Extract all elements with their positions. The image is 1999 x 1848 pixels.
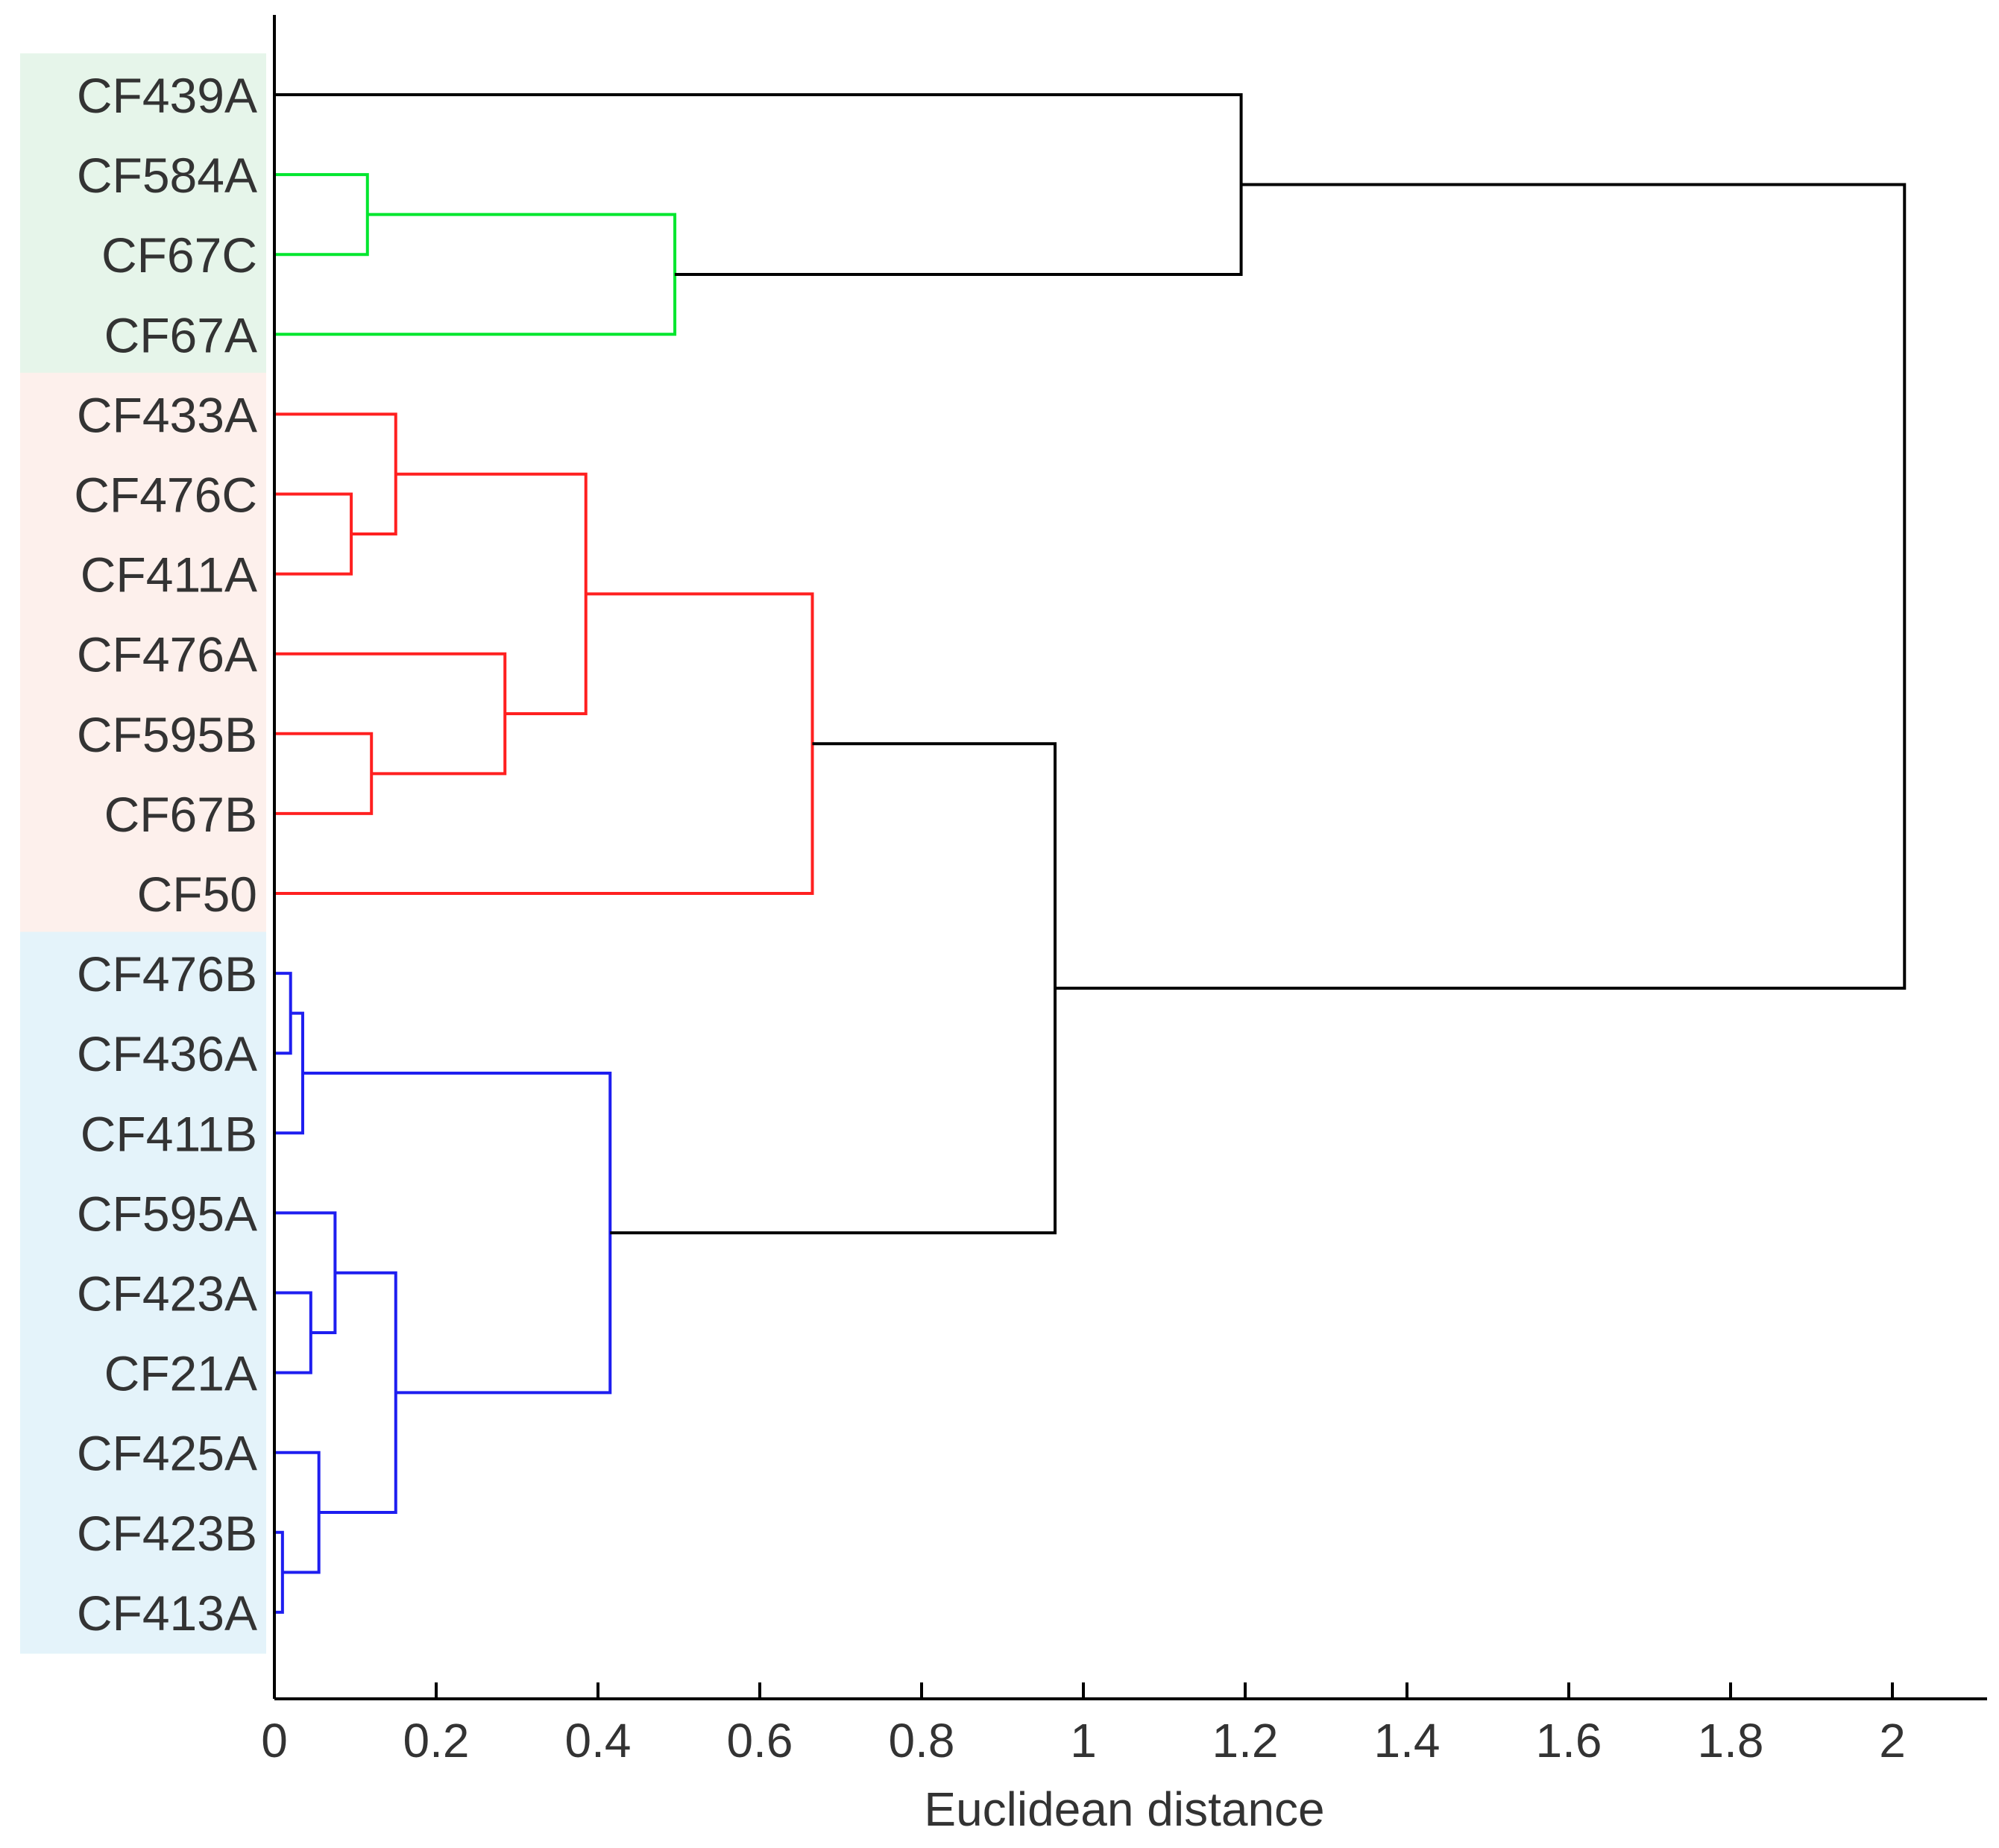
leaf-label: CF584A <box>77 148 257 203</box>
leaf-label: CF411B <box>81 1106 257 1161</box>
leaf-label: CF439A <box>77 68 257 123</box>
dendrogram-link <box>610 742 1057 1235</box>
dendrogram-link <box>1055 183 1907 990</box>
leaf-label: CF423B <box>77 1506 257 1561</box>
leaf-label: CF413A <box>77 1585 257 1641</box>
leaf-label: CF67C <box>101 227 257 283</box>
leaf-label: CF21A <box>104 1346 257 1401</box>
dendrogram-link <box>274 1211 337 1335</box>
dendrogram-link <box>274 652 507 776</box>
x-tick-label: 1.6 <box>1536 1714 1602 1767</box>
dendrogram-link <box>274 93 1243 276</box>
x-axis-title: Euclidean distance <box>924 1782 1324 1836</box>
x-tick-label: 1.2 <box>1212 1714 1279 1767</box>
dendrogram-link <box>274 1011 304 1135</box>
leaf-label: CF476B <box>77 946 257 1002</box>
dendrogram-link <box>274 412 397 536</box>
cluster-shading <box>20 53 266 1654</box>
x-tick-label: 0.4 <box>565 1714 632 1767</box>
dendrogram-link <box>274 592 814 895</box>
dendrogram-link <box>274 1291 312 1374</box>
leaf-label: CF476A <box>77 627 257 682</box>
leaf-label: CF425A <box>77 1426 257 1481</box>
dendrogram-link <box>302 1071 612 1395</box>
x-tick-label: 0.8 <box>889 1714 955 1767</box>
x-tick-label: 0.2 <box>403 1714 470 1767</box>
leaf-label: CF433A <box>77 387 257 442</box>
leaf-label: CF476C <box>74 468 257 523</box>
x-axis: 0 0.2 0.4 0.6 0.8 1 1.2 1.4 1.6 1.8 2 <box>261 15 1987 1767</box>
dendrogram-link <box>395 472 588 716</box>
x-tick-label: 0 <box>261 1714 288 1767</box>
leaf-label: CF67B <box>104 787 257 842</box>
x-tick-label: 2 <box>1879 1714 1906 1767</box>
x-tick-label: 1.8 <box>1698 1714 1764 1767</box>
dendrogram-link <box>318 1271 397 1515</box>
leaf-label: CF436A <box>77 1026 257 1081</box>
dendrogram-link <box>274 213 677 336</box>
dendrogram-links <box>274 93 1907 1614</box>
cluster-shade-green <box>20 53 266 376</box>
x-tick-label: 1 <box>1070 1714 1097 1767</box>
leaf-label: CF595A <box>77 1186 257 1241</box>
cluster-shade-red <box>20 372 266 935</box>
leaf-labels: CF439A CF584A CF67C CF67A CF433A CF476C CF411A… <box>74 68 257 1641</box>
leaf-label: CF423A <box>77 1266 257 1321</box>
leaf-label: CF50 <box>137 867 257 922</box>
dendrogram-link <box>274 732 374 815</box>
dendrogram-link <box>274 173 369 257</box>
leaf-label: CF411A <box>81 547 257 603</box>
leaf-label: CF595B <box>77 707 257 762</box>
dendrogram-link <box>274 492 353 576</box>
cluster-shade-blue <box>20 931 266 1654</box>
x-tick-label: 1.4 <box>1374 1714 1441 1767</box>
dendrogram-link <box>274 972 292 1055</box>
x-tick-label: 0.6 <box>727 1714 793 1767</box>
leaf-label: CF67A <box>104 307 257 362</box>
